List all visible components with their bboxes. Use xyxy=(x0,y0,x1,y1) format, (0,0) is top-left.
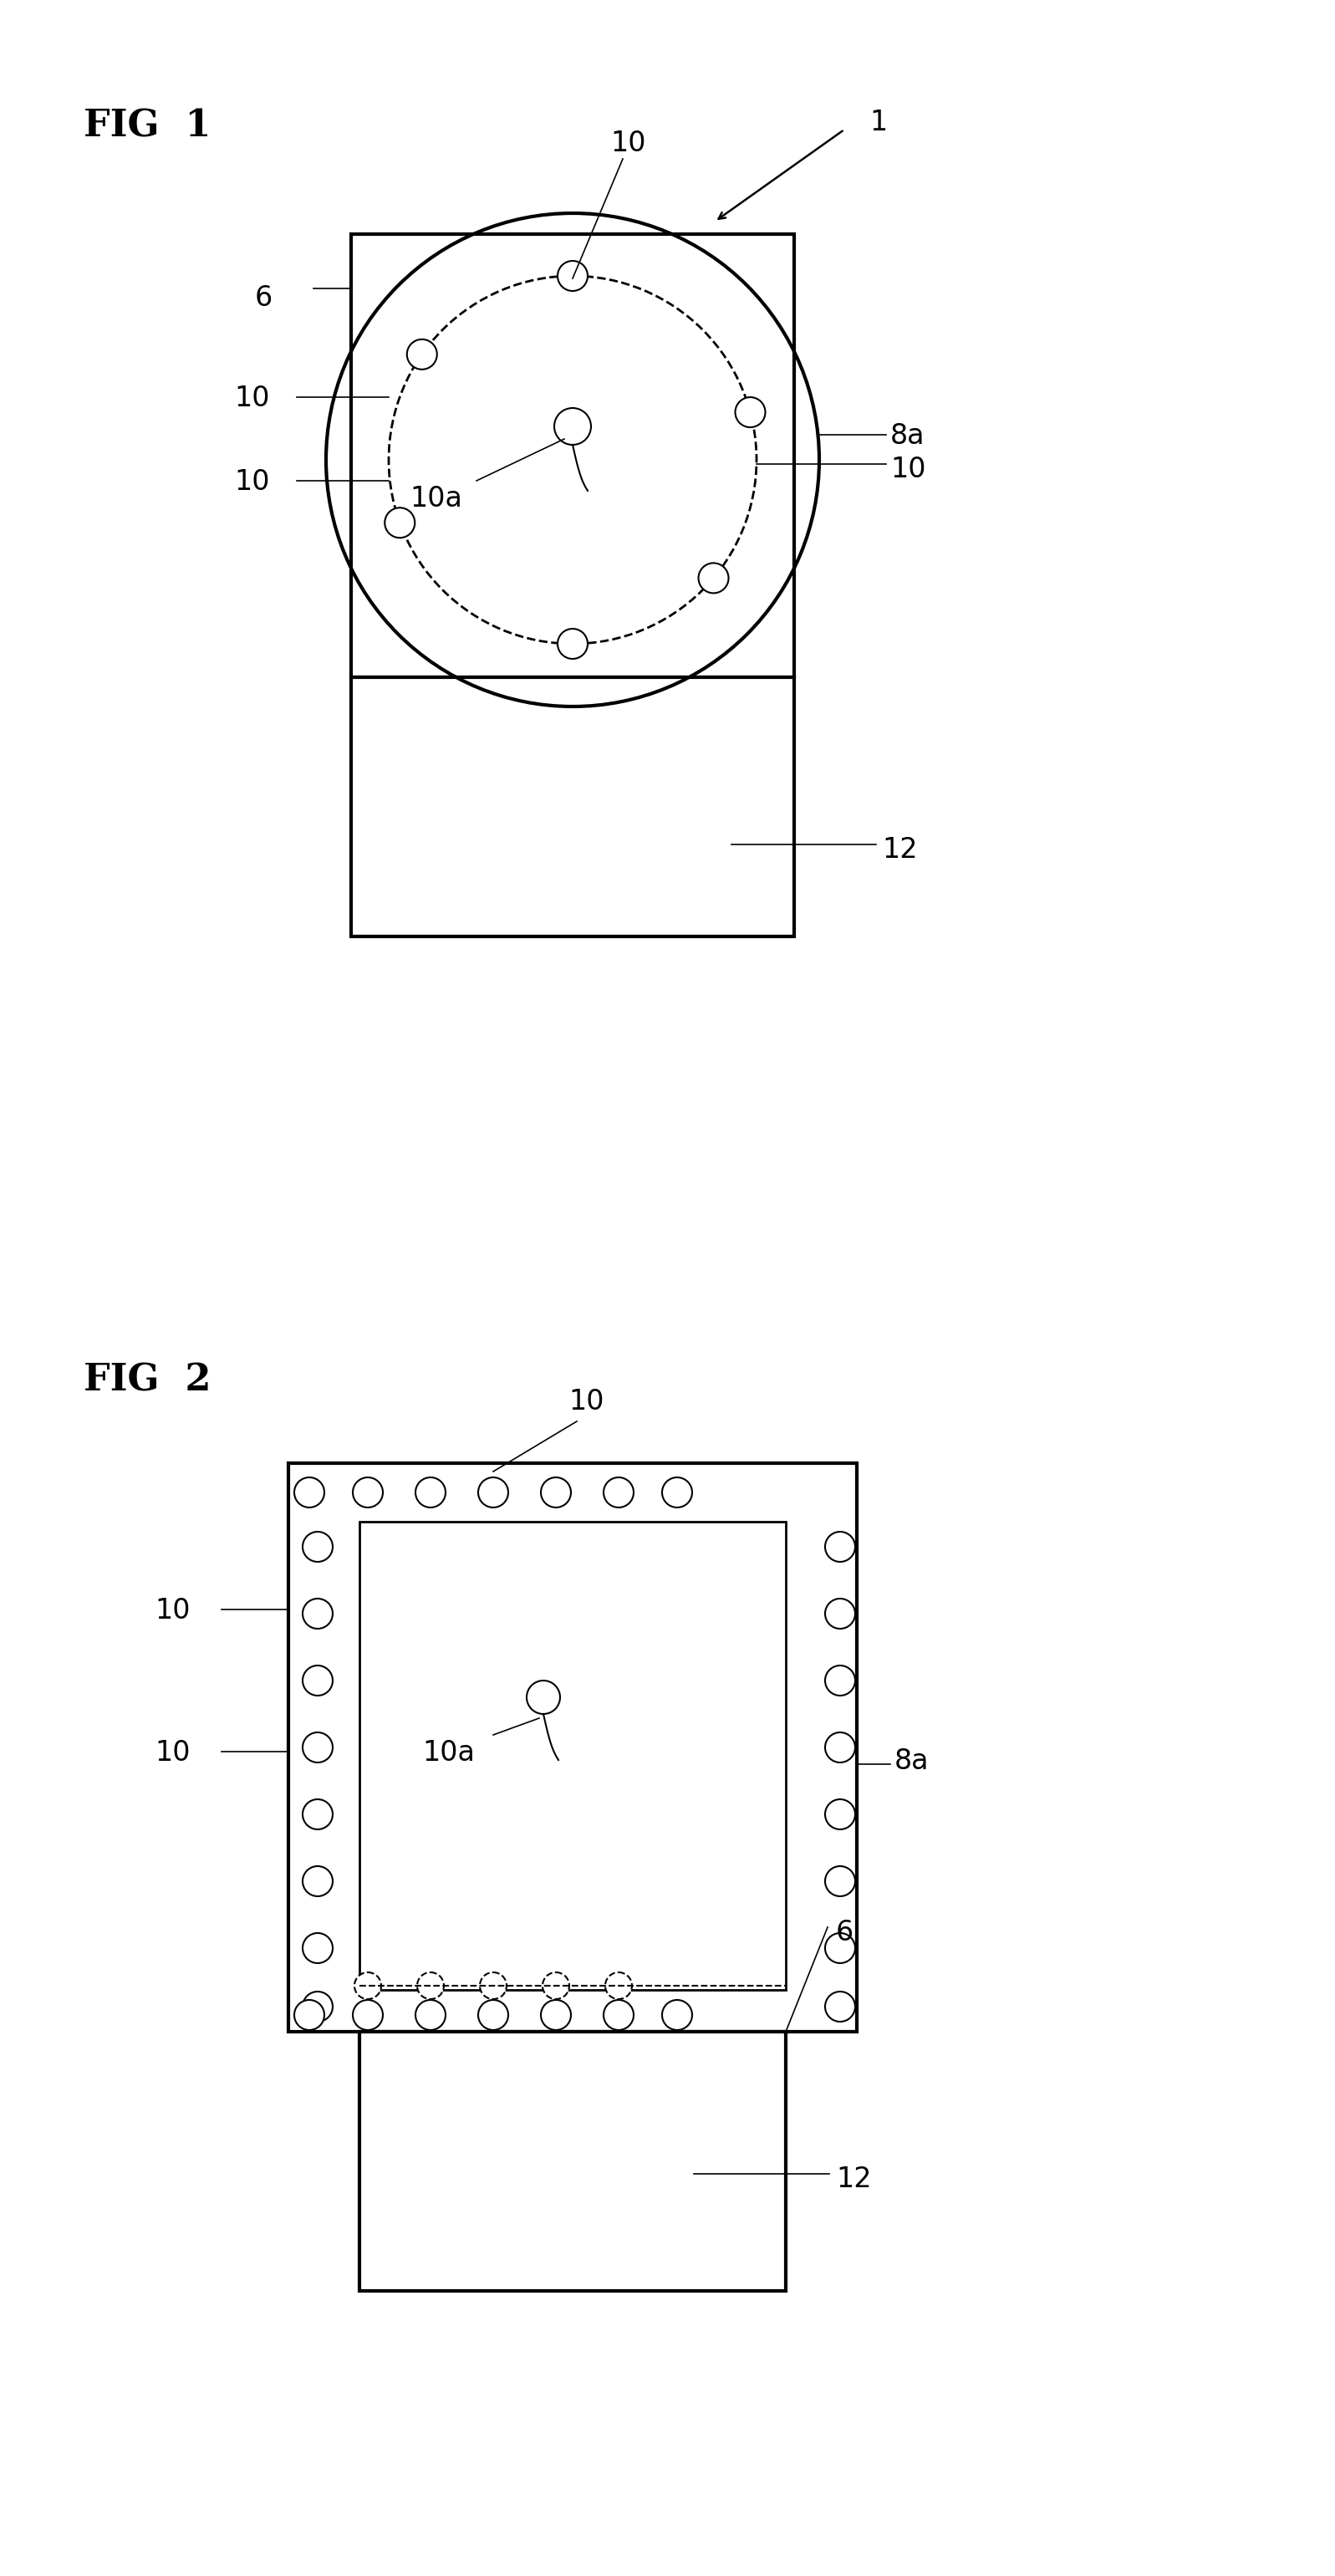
Text: 12: 12 xyxy=(882,837,917,863)
Text: 10: 10 xyxy=(610,129,646,157)
Bar xyxy=(351,234,794,677)
Circle shape xyxy=(662,1479,692,1507)
Circle shape xyxy=(541,1999,571,2030)
Circle shape xyxy=(479,1973,506,1999)
Text: 10: 10 xyxy=(234,469,270,495)
Text: 6: 6 xyxy=(836,1919,853,1947)
Circle shape xyxy=(541,1479,571,1507)
Circle shape xyxy=(736,397,765,428)
Text: 8a: 8a xyxy=(890,422,925,451)
Circle shape xyxy=(558,629,587,659)
Circle shape xyxy=(698,564,729,592)
Circle shape xyxy=(554,407,591,446)
Bar xyxy=(359,1522,786,1989)
Circle shape xyxy=(384,507,415,538)
Circle shape xyxy=(303,1734,332,1762)
Circle shape xyxy=(662,1999,692,2030)
Circle shape xyxy=(294,1479,324,1507)
Circle shape xyxy=(354,1973,382,1999)
Circle shape xyxy=(603,1479,634,1507)
Circle shape xyxy=(303,1991,332,2022)
Text: 8a: 8a xyxy=(894,1747,929,1775)
Circle shape xyxy=(825,1865,856,1896)
Circle shape xyxy=(407,340,437,368)
Bar xyxy=(359,2032,786,2290)
Circle shape xyxy=(542,1973,569,1999)
Circle shape xyxy=(417,1973,443,1999)
Text: 10a: 10a xyxy=(422,1739,475,1767)
Circle shape xyxy=(303,1798,332,1829)
Circle shape xyxy=(303,1932,332,1963)
Circle shape xyxy=(303,1667,332,1695)
Circle shape xyxy=(825,1600,856,1628)
Circle shape xyxy=(605,1973,631,1999)
Circle shape xyxy=(352,1479,383,1507)
Circle shape xyxy=(558,260,587,291)
Text: FIG  2: FIG 2 xyxy=(84,1363,211,1399)
Text: 1: 1 xyxy=(869,108,888,137)
Text: 10: 10 xyxy=(890,456,925,484)
Text: 10: 10 xyxy=(155,1597,190,1625)
Circle shape xyxy=(825,1798,856,1829)
Circle shape xyxy=(825,1991,856,2022)
Circle shape xyxy=(825,1533,856,1561)
Circle shape xyxy=(303,1533,332,1561)
Circle shape xyxy=(415,1999,446,2030)
Text: 10: 10 xyxy=(234,384,270,412)
Text: 10: 10 xyxy=(569,1388,603,1414)
Circle shape xyxy=(478,1479,509,1507)
Circle shape xyxy=(825,1734,856,1762)
Text: 10: 10 xyxy=(155,1739,190,1767)
Bar xyxy=(288,1463,857,2032)
Circle shape xyxy=(825,1932,856,1963)
Circle shape xyxy=(303,1600,332,1628)
Text: 12: 12 xyxy=(836,2166,872,2192)
Circle shape xyxy=(825,1667,856,1695)
Circle shape xyxy=(603,1999,634,2030)
Circle shape xyxy=(294,1999,324,2030)
Circle shape xyxy=(526,1680,561,1713)
Circle shape xyxy=(303,1865,332,1896)
Bar xyxy=(351,677,794,938)
Circle shape xyxy=(352,1999,383,2030)
Text: FIG  1: FIG 1 xyxy=(84,108,211,144)
Text: 10a: 10a xyxy=(410,484,462,513)
Circle shape xyxy=(478,1999,509,2030)
Text: 6: 6 xyxy=(255,283,272,312)
Circle shape xyxy=(415,1479,446,1507)
